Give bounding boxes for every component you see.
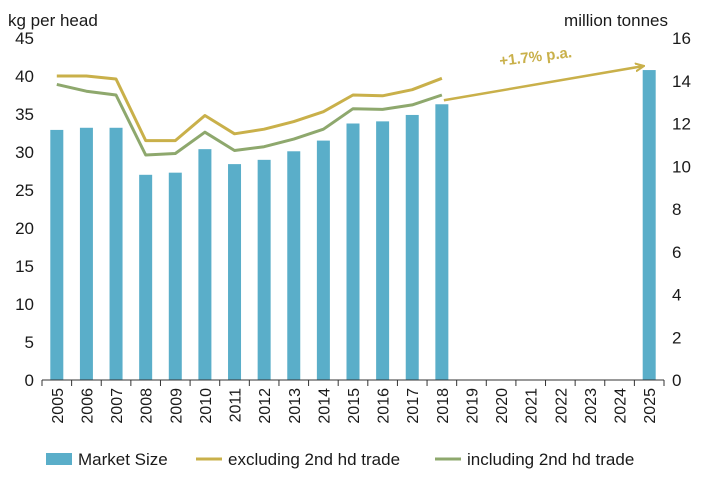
x-tick-label-2024: 2024 bbox=[613, 388, 630, 424]
bar-series bbox=[50, 70, 656, 381]
bar-2017 bbox=[405, 114, 419, 380]
x-tick-label-2017: 2017 bbox=[405, 388, 422, 424]
projection-label: +1.7% p.a. bbox=[498, 44, 572, 70]
x-tick-label-2008: 2008 bbox=[139, 388, 156, 424]
bar-2011 bbox=[228, 164, 242, 380]
line-series-0 bbox=[56, 74, 443, 143]
legend: Market Size excluding 2nd hd trade inclu… bbox=[46, 450, 634, 469]
x-tick-label-2020: 2020 bbox=[494, 388, 511, 424]
bar-2006 bbox=[79, 127, 93, 381]
y-right-tick-label: 0 bbox=[672, 371, 681, 390]
y-left-tick-label: 30 bbox=[15, 143, 34, 162]
x-tick-label-2014: 2014 bbox=[316, 388, 333, 424]
x-tick-label-2015: 2015 bbox=[346, 388, 363, 424]
x-tick-label-2007: 2007 bbox=[109, 388, 126, 424]
y-right-tick-label: 2 bbox=[672, 328, 681, 347]
x-tick-label-2005: 2005 bbox=[50, 388, 67, 424]
y-left-tick-label: 5 bbox=[25, 333, 34, 352]
y-left-tick-label: 45 bbox=[15, 29, 34, 48]
bar-2013 bbox=[287, 151, 301, 380]
bar-2008 bbox=[139, 174, 153, 380]
bar-2025 bbox=[642, 70, 656, 380]
y-left-tick-label: 20 bbox=[15, 219, 34, 238]
x-tick-label-2021: 2021 bbox=[524, 388, 541, 424]
x-tick-label-2009: 2009 bbox=[168, 388, 185, 424]
y-right-tick-label: 4 bbox=[672, 286, 681, 305]
legend-swatch-market-size bbox=[46, 453, 72, 465]
x-tick-label-2013: 2013 bbox=[287, 388, 304, 424]
legend-label-market-size: Market Size bbox=[78, 450, 168, 469]
x-tick-label-2019: 2019 bbox=[464, 388, 481, 424]
bar-2016 bbox=[376, 121, 390, 381]
projection-arrow bbox=[443, 66, 643, 102]
x-tick-labels: 2005 2006 2007 2008 2009 2010 2011 2012 2013 2014… bbox=[50, 388, 659, 424]
bar-2015 bbox=[346, 123, 360, 380]
x-tick-label-2023: 2023 bbox=[583, 388, 600, 424]
bar-2012 bbox=[257, 159, 271, 380]
x-tick-label-2025: 2025 bbox=[642, 388, 659, 424]
y-left-tick-label: 40 bbox=[15, 67, 34, 86]
bar-2005 bbox=[50, 129, 64, 380]
y-left-tick-label: 35 bbox=[15, 105, 34, 124]
bar-2018 bbox=[435, 104, 449, 380]
y-right-axis-label: million tonnes bbox=[564, 11, 668, 30]
x-tick-label-2011: 2011 bbox=[228, 388, 245, 423]
y-right-ticks: 0 2 4 6 8 10 12 14 16 bbox=[672, 29, 691, 390]
bar-2010 bbox=[198, 149, 212, 380]
x-tick-label-2022: 2022 bbox=[553, 388, 570, 424]
x-tick-label-2018: 2018 bbox=[435, 388, 452, 424]
y-right-tick-label: 6 bbox=[672, 243, 681, 262]
x-tick-label-2010: 2010 bbox=[198, 388, 215, 424]
y-right-tick-label: 12 bbox=[672, 115, 691, 134]
line-series-1 bbox=[56, 82, 443, 157]
y-left-axis-label: kg per head bbox=[8, 11, 98, 30]
bar-2009 bbox=[168, 172, 182, 380]
y-right-tick-label: 10 bbox=[672, 157, 691, 176]
legend-label-excluding: excluding 2nd hd trade bbox=[228, 450, 400, 469]
y-left-tick-label: 10 bbox=[15, 295, 34, 314]
y-right-tick-label: 16 bbox=[672, 29, 691, 48]
x-tick-label-2012: 2012 bbox=[257, 388, 274, 424]
projection-group: +1.7% p.a. bbox=[443, 44, 643, 102]
y-left-ticks: 0 5 10 15 20 25 30 35 40 45 bbox=[15, 29, 34, 390]
bar-2007 bbox=[109, 127, 123, 381]
y-left-tick-label: 0 bbox=[25, 371, 34, 390]
y-right-tick-label: 8 bbox=[672, 200, 681, 219]
legend-label-including: including 2nd hd trade bbox=[467, 450, 634, 469]
line-series bbox=[56, 74, 443, 157]
x-ticks bbox=[41, 380, 665, 386]
y-left-tick-label: 15 bbox=[15, 257, 34, 276]
y-left-tick-label: 25 bbox=[15, 181, 34, 200]
x-tick-label-2016: 2016 bbox=[376, 388, 393, 424]
y-right-tick-label: 14 bbox=[672, 72, 691, 91]
x-tick-label-2006: 2006 bbox=[79, 388, 96, 424]
bar-2014 bbox=[316, 140, 330, 380]
